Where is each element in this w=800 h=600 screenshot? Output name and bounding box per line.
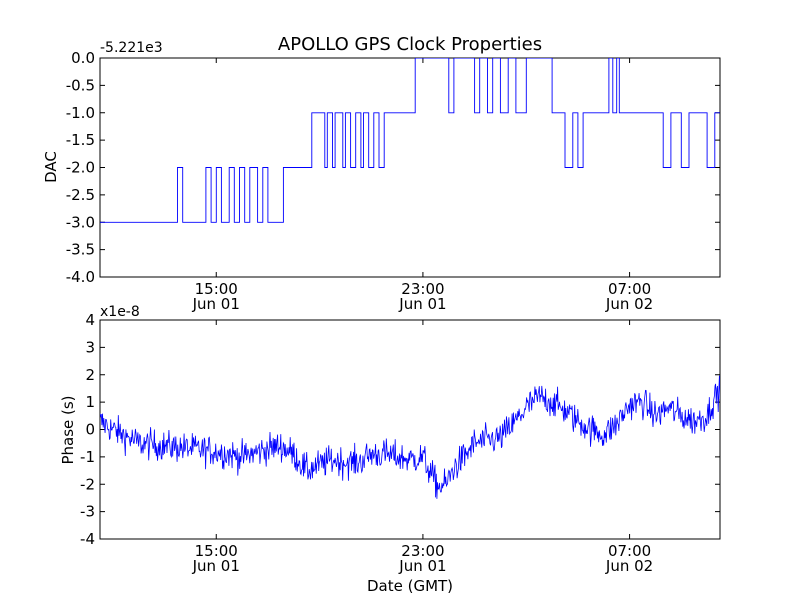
dac-panel: 0.0 -0.5 -1.0 -1.5 -2.0 -2.5 -3.0 -3.5 -4.0 15:00… xyxy=(42,40,721,313)
chart-title: APOLLO GPS Clock Properties xyxy=(278,34,542,55)
dac-ytick-label: -3.5 xyxy=(66,241,95,259)
dac-xtick-date-label: Jun 01 xyxy=(398,295,446,313)
phase-ytick-label: -1 xyxy=(80,448,95,466)
phase-xtick-date-label: Jun 01 xyxy=(398,557,446,575)
dac-xtick-date-label: Jun 02 xyxy=(605,295,653,313)
dac-ytick-label: -0.5 xyxy=(66,76,95,94)
dac-xtick-time-label: 15:00 xyxy=(195,280,238,298)
dac-y-axis-label: DAC xyxy=(42,151,60,183)
dac-xtick-time-label: 07:00 xyxy=(608,280,651,298)
dac-ytick-label: -4.0 xyxy=(66,268,95,286)
dac-ytick-label: -2.0 xyxy=(66,159,95,177)
dac-ytick-label: -2.5 xyxy=(66,186,95,204)
dac-y-offset-label: -5.221e3 xyxy=(100,40,163,56)
phase-ytick-label: 2 xyxy=(85,366,95,384)
dac-xtick-date-label: Jun 01 xyxy=(192,295,240,313)
phase-ytick-label: -3 xyxy=(80,503,95,521)
phase-ytick-label: -2 xyxy=(80,475,95,493)
dac-series-path xyxy=(100,58,720,223)
phase-series-line xyxy=(100,375,720,499)
phase-y-offset-label: x1e-8 xyxy=(100,304,140,320)
phase-ytick-label: 3 xyxy=(85,338,95,356)
phase-y-axis-label: Phase (s) xyxy=(59,395,77,464)
phase-ytick-label: -4 xyxy=(80,530,95,548)
dac-series-line xyxy=(100,58,720,223)
phase-xtick-time-label: 07:00 xyxy=(608,542,651,560)
dac-ytick-label: -1.0 xyxy=(66,104,95,122)
x-axis-label: Date (GMT) xyxy=(367,577,453,595)
phase-ytick-label: 1 xyxy=(85,393,95,411)
phase-xtick-date-label: Jun 02 xyxy=(605,557,653,575)
dac-xtick-time-label: 23:00 xyxy=(401,280,444,298)
dac-ytick-label: -3.0 xyxy=(66,213,95,231)
phase-plot-area xyxy=(99,319,721,540)
dac-ytick-label: -1.5 xyxy=(66,131,95,149)
dac-plot-area xyxy=(99,57,721,278)
phase-ytick-label: 4 xyxy=(85,311,95,329)
phase-ytick-label: 0 xyxy=(85,421,95,439)
phase-xtick-time-label: 15:00 xyxy=(195,542,238,560)
phase-series-path xyxy=(100,375,720,499)
dac-ytick-label: 0.0 xyxy=(71,49,95,67)
phase-xtick-date-label: Jun 01 xyxy=(192,557,240,575)
phase-xtick-time-label: 23:00 xyxy=(401,542,444,560)
dac-axis-ticks: 0.0 -0.5 -1.0 -1.5 -2.0 -2.5 -3.0 -3.5 -4.0 15:00… xyxy=(66,49,720,313)
